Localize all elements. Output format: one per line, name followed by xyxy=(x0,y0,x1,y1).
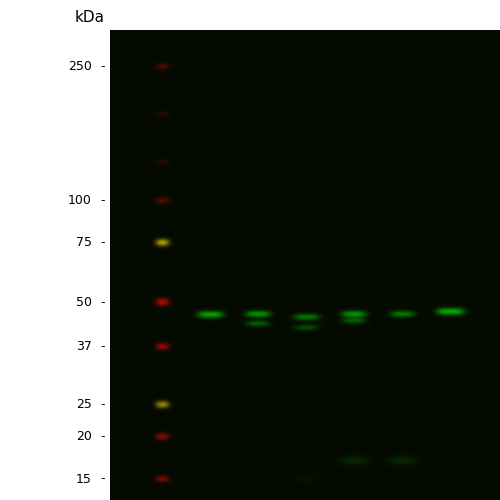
Text: 75: 75 xyxy=(76,236,92,250)
Text: -: - xyxy=(100,296,105,309)
Text: -: - xyxy=(100,60,105,72)
Text: 3: 3 xyxy=(254,10,264,25)
Text: -: - xyxy=(100,472,105,486)
Text: 100: 100 xyxy=(68,194,92,207)
Text: -: - xyxy=(100,340,105,353)
Text: 250: 250 xyxy=(68,60,92,72)
Text: 20: 20 xyxy=(76,430,92,444)
Text: 6: 6 xyxy=(397,10,408,25)
Text: 15: 15 xyxy=(76,472,92,486)
Text: -: - xyxy=(100,430,105,444)
Text: kDa: kDa xyxy=(75,10,105,25)
Text: -: - xyxy=(100,194,105,207)
Text: 5: 5 xyxy=(349,10,360,25)
Text: 25: 25 xyxy=(76,398,92,410)
Text: -: - xyxy=(100,236,105,250)
Text: 50: 50 xyxy=(76,296,92,309)
Text: 2: 2 xyxy=(205,10,216,25)
Text: 4: 4 xyxy=(301,10,312,25)
Text: 7: 7 xyxy=(445,10,456,25)
Text: -: - xyxy=(100,398,105,410)
Text: 1: 1 xyxy=(158,10,168,25)
Text: 37: 37 xyxy=(76,340,92,353)
